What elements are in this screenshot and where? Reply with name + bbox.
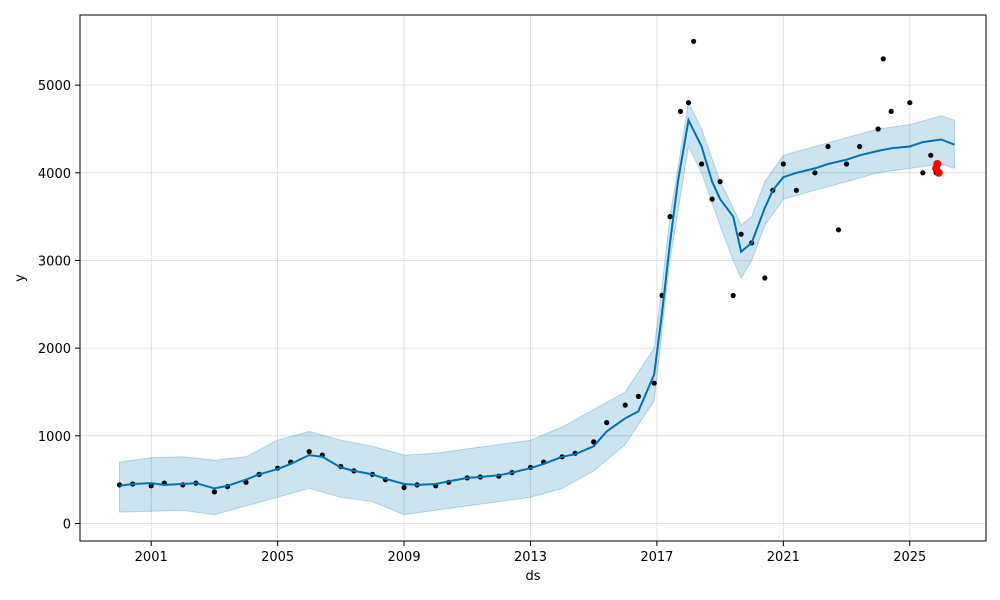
observed-point: [591, 439, 597, 445]
observed-point: [843, 161, 850, 167]
observed-point: [306, 449, 312, 455]
y-tick-label: 2000: [38, 342, 71, 357]
observed-point: [667, 214, 673, 220]
highlight-point: [933, 160, 942, 168]
observed-point: [928, 152, 934, 158]
observed-point: [717, 179, 723, 185]
observed-point: [730, 292, 736, 299]
observed-point: [857, 143, 863, 150]
y-tick-label: 5000: [38, 79, 71, 94]
observed-point: [793, 187, 800, 193]
x-tick-label: 2009: [388, 550, 421, 565]
y-axis-label: y: [13, 274, 28, 282]
observed-point: [880, 56, 886, 62]
observed-point: [604, 420, 610, 426]
observed-point: [148, 483, 154, 489]
observed-point: [780, 161, 786, 167]
gridlines: [80, 15, 986, 541]
observed-point: [888, 108, 894, 114]
x-tick-label: 2001: [135, 550, 168, 565]
observed-point: [635, 393, 642, 399]
x-tick-label: 2013: [514, 550, 547, 565]
highlight-points: [932, 160, 943, 177]
observed-point: [622, 402, 628, 408]
x-axis-ticks: 2001 2005 2009 2013 2017 2021 2025: [135, 541, 926, 565]
x-tick-label: 2005: [261, 550, 294, 565]
forecast-line: [119, 117, 955, 490]
observed-point: [401, 484, 407, 491]
interval-area: [119, 101, 955, 516]
observed-point: [812, 170, 818, 176]
uncertainty-band: [119, 101, 955, 516]
forecast-series-line: [119, 117, 955, 490]
observed-point: [211, 489, 217, 495]
observed-point: [835, 227, 842, 233]
observed-point: [825, 143, 831, 150]
observed-point: [709, 196, 715, 202]
observed-point: [762, 275, 768, 281]
observed-point: [685, 100, 692, 106]
x-axis-label: ds: [525, 569, 540, 584]
y-tick-label: 1000: [38, 430, 71, 445]
plot-frame: [79, 14, 987, 542]
observed-point: [691, 38, 697, 44]
y-tick-label: 4000: [38, 167, 71, 182]
observed-point: [651, 380, 657, 386]
observed-point: [738, 231, 744, 237]
x-tick-label: 2021: [767, 550, 800, 565]
x-tick-label: 2025: [893, 550, 926, 565]
observed-point: [920, 170, 926, 176]
observed-point: [677, 108, 684, 114]
y-tick-label: 0: [63, 517, 71, 532]
x-tick-label: 2017: [640, 550, 673, 565]
y-axis-ticks: 0 1000 2000 3000 4000 5000: [38, 79, 80, 532]
observed-point: [699, 161, 705, 167]
observed-point: [907, 100, 913, 106]
highlight-point: [934, 168, 943, 177]
observed-point: [875, 126, 881, 132]
y-tick-label: 3000: [38, 254, 71, 269]
